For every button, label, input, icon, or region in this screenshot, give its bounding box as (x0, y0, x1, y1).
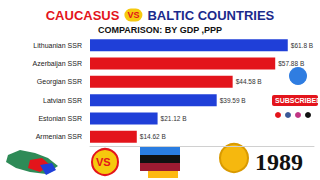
svg-text:$57.88 B: $57.88 B (278, 60, 304, 67)
svg-text:Estonian SSR: Estonian SSR (38, 115, 82, 122)
svg-text:CAUCASUS: CAUCASUS (46, 8, 120, 23)
svg-text:COMPARISON: BY GDP ,PPP: COMPARISON: BY GDP ,PPP (98, 25, 222, 35)
svg-text:Latvian SSR: Latvian SSR (43, 97, 82, 104)
svg-text:SUBSCRIBED: SUBSCRIBED (275, 97, 320, 104)
svg-text:Georgian SSR: Georgian SSR (37, 78, 82, 86)
svg-text:$21.12 B: $21.12 B (161, 115, 187, 122)
svg-text:$61.8 B: $61.8 B (291, 42, 313, 49)
svg-text:1989: 1989 (255, 149, 303, 175)
svg-text:VS: VS (127, 10, 139, 20)
svg-text:VS: VS (96, 156, 111, 168)
svg-text:BALTIC COUNTRIES: BALTIC COUNTRIES (147, 8, 274, 23)
svg-text:$14.62 B: $14.62 B (140, 133, 166, 140)
svg-text:$39.59 B: $39.59 B (220, 97, 246, 104)
svg-text:Lithuanian SSR: Lithuanian SSR (33, 42, 82, 49)
svg-text:Armenian SSR: Armenian SSR (36, 133, 82, 140)
svg-text:Azerbaijan SSR: Azerbaijan SSR (33, 60, 82, 68)
svg-text:$44.58 B: $44.58 B (236, 78, 262, 85)
